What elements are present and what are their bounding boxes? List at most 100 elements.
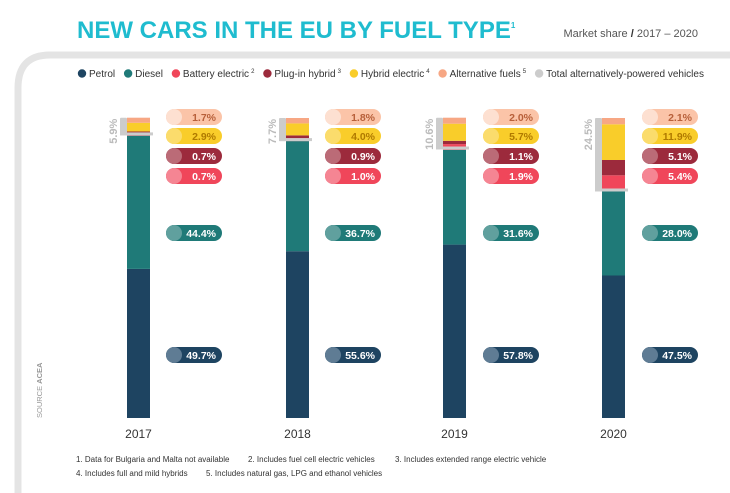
category-label-2017: 2017 xyxy=(125,427,152,441)
data-label-alternative-fuels-2020: 2.1% xyxy=(642,109,698,125)
data-label-dot xyxy=(483,347,499,363)
footnote-5: 5. Includes natural gas, LPG and ethanol… xyxy=(206,469,382,478)
bar-alternative-fuels-2018 xyxy=(286,118,309,124)
bar-group-2020: 24.5% 2020 47.5% 28.0% 5.4% 5.1% 11.9% 2.1% xyxy=(583,109,698,441)
bar-petrol-2018 xyxy=(286,251,309,418)
legend-item-total-alternatively-powered-vehicles: Total alternatively-powered vehicles xyxy=(534,69,704,80)
data-label-dot xyxy=(325,168,341,184)
legend-label: Total alternatively-powered vehicles xyxy=(546,69,704,80)
bar-hybrid-electric-2018 xyxy=(286,123,309,136)
total-alt-bracket-2018 xyxy=(279,118,286,142)
source-label: SOURCE ACEA xyxy=(35,362,44,418)
chart-subtitle: Market share / 2017 – 2020 xyxy=(563,28,698,40)
data-label-petrol-2019: 57.8% xyxy=(483,347,539,363)
footnote-3: 3. Includes extended range electric vehi… xyxy=(395,455,547,464)
legend-note: 5 xyxy=(523,69,527,75)
data-label-value: 28.0% xyxy=(662,228,692,240)
data-label-plug-in-hybrid-2019: 1.1% xyxy=(483,148,539,164)
bar-alternative-fuels-2019 xyxy=(443,117,466,124)
legend-item-hybrid-electric: Hybrid electric 4 xyxy=(349,69,430,80)
data-label-dot xyxy=(642,225,658,241)
data-label-value: 1.1% xyxy=(509,151,534,163)
data-label-value: 2.0% xyxy=(509,112,534,124)
data-label-dot xyxy=(325,225,341,241)
data-label-plug-in-hybrid-2018: 0.9% xyxy=(325,148,381,164)
data-label-value: 2.1% xyxy=(668,112,693,124)
total-alt-bracket-base-2017 xyxy=(120,132,153,136)
chart-title: NEW CARS IN THE EU BY FUEL TYPE1 xyxy=(77,17,516,44)
legend-note: 4 xyxy=(426,69,430,75)
bar-diesel-2018 xyxy=(286,141,309,252)
data-label-value: 1.7% xyxy=(192,112,217,124)
data-label-dot xyxy=(642,109,658,125)
data-label-dot xyxy=(483,168,499,184)
legend-swatch xyxy=(123,69,133,78)
legend-note: 2 xyxy=(251,69,255,75)
data-label-value: 55.6% xyxy=(345,350,375,362)
legend: Petrol Diesel Battery electric 2 Plug-in hyb… xyxy=(77,69,704,80)
data-label-value: 11.9% xyxy=(663,131,693,143)
data-label-value: 0.7% xyxy=(192,171,217,183)
frame-curve xyxy=(14,51,730,493)
data-label-plug-in-hybrid-2017: 0.7% xyxy=(166,148,222,164)
data-label-dot xyxy=(483,109,499,125)
data-label-diesel-2018: 36.7% xyxy=(325,225,381,241)
bar-diesel-2020 xyxy=(602,191,625,276)
bar-plug-in-hybrid-2019 xyxy=(443,140,466,145)
bar-hybrid-electric-2017 xyxy=(127,122,150,132)
legend-swatch xyxy=(349,69,359,78)
bar-alternative-fuels-2017 xyxy=(127,117,150,123)
data-label-value: 47.5% xyxy=(662,350,692,362)
total-alt-bracket-base-2020 xyxy=(595,188,628,192)
data-label-value: 1.8% xyxy=(351,112,376,124)
title-note: 1 xyxy=(511,21,516,30)
data-label-hybrid-electric-2018: 4.0% xyxy=(325,128,381,144)
data-label-dot xyxy=(642,148,658,164)
legend-swatch xyxy=(171,69,181,78)
data-label-dot xyxy=(166,225,182,241)
data-label-value: 5.7% xyxy=(509,131,534,143)
bar-alternative-fuels-2020 xyxy=(602,118,625,125)
data-label-dot xyxy=(325,347,341,363)
data-label-dot xyxy=(483,148,499,164)
footnote-4: 4. Includes full and mild hybrids xyxy=(76,469,188,478)
bar-diesel-2019 xyxy=(443,149,466,245)
data-label-dot xyxy=(642,347,658,363)
legend-label: Diesel xyxy=(135,69,163,80)
data-label-value: 44.4% xyxy=(186,228,216,240)
data-label-value: 49.7% xyxy=(186,350,216,362)
data-label-value: 36.7% xyxy=(345,228,375,240)
data-label-hybrid-electric-2019: 5.7% xyxy=(483,128,539,144)
footnote-1: 1. Data for Bulgaria and Malta not avail… xyxy=(76,455,230,464)
data-label-battery-electric-2020: 5.4% xyxy=(642,168,698,184)
bar-plug-in-hybrid-2018 xyxy=(286,135,309,139)
legend-swatch xyxy=(534,69,544,78)
data-label-alternative-fuels-2017: 1.7% xyxy=(166,109,222,125)
data-label-plug-in-hybrid-2020: 5.1% xyxy=(642,148,698,164)
data-label-petrol-2020: 47.5% xyxy=(642,347,698,363)
plot-area: 5.9% 2017 49.7% 44.4% 0.7% 0.7% 2.9% 1.7% 7.7% 20… xyxy=(108,109,698,441)
data-label-dot xyxy=(166,148,182,164)
bar-hybrid-electric-2019 xyxy=(443,123,466,141)
data-label-value: 0.7% xyxy=(192,151,217,163)
data-label-alternative-fuels-2019: 2.0% xyxy=(483,109,539,125)
data-label-value: 57.8% xyxy=(503,350,533,362)
legend-swatch xyxy=(77,69,87,78)
data-label-value: 1.9% xyxy=(509,171,534,183)
total-alt-label-2017: 5.9% xyxy=(108,118,120,143)
data-label-value: 31.6% xyxy=(503,228,533,240)
category-label-2019: 2019 xyxy=(441,427,468,441)
data-label-dot xyxy=(325,148,341,164)
bar-group-2018: 7.7% 2018 55.6% 36.7% 1.0% 0.9% 4.0% 1.8% xyxy=(267,109,381,441)
category-label-2018: 2018 xyxy=(284,427,311,441)
data-label-dot xyxy=(166,168,182,184)
data-label-diesel-2019: 31.6% xyxy=(483,225,539,241)
legend-item-battery-electric: Battery electric 2 xyxy=(171,69,255,80)
data-label-diesel-2017: 44.4% xyxy=(166,225,222,241)
legend-item-plug-in-hybrid: Plug-in hybrid 3 xyxy=(263,69,342,80)
data-label-battery-electric-2018: 1.0% xyxy=(325,168,381,184)
total-alt-label-2018: 7.7% xyxy=(267,119,279,144)
legend-note: 3 xyxy=(338,69,342,75)
data-label-dot xyxy=(166,347,182,363)
